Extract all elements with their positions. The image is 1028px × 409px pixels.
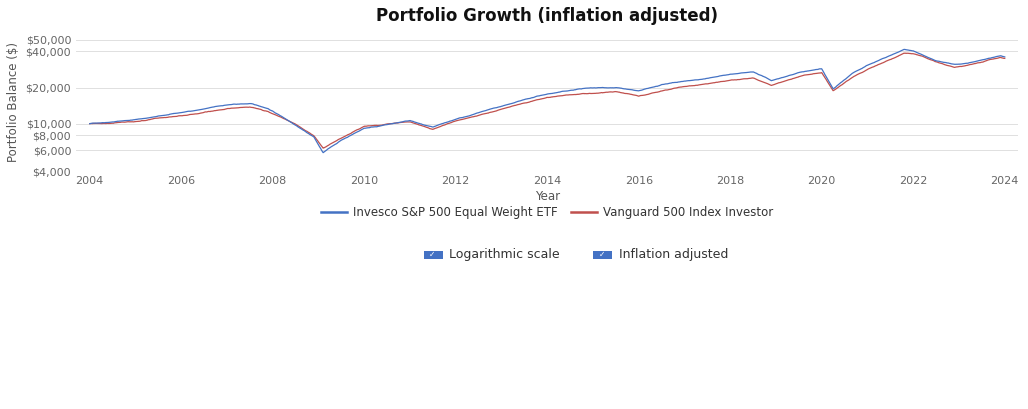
Text: Logarithmic scale: Logarithmic scale bbox=[449, 248, 560, 261]
Text: ✓: ✓ bbox=[598, 250, 605, 259]
Y-axis label: Portfolio Balance ($): Portfolio Balance ($) bbox=[7, 42, 20, 162]
Text: Inflation adjusted: Inflation adjusted bbox=[619, 248, 728, 261]
FancyBboxPatch shape bbox=[424, 251, 443, 259]
Title: Portfolio Growth (inflation adjusted): Portfolio Growth (inflation adjusted) bbox=[376, 7, 719, 25]
Legend: Invesco S&P 500 Equal Weight ETF, Vanguard 500 Index Investor: Invesco S&P 500 Equal Weight ETF, Vangua… bbox=[317, 202, 778, 224]
FancyBboxPatch shape bbox=[593, 251, 613, 259]
X-axis label: Year: Year bbox=[535, 191, 560, 203]
Text: ✓: ✓ bbox=[429, 250, 436, 259]
